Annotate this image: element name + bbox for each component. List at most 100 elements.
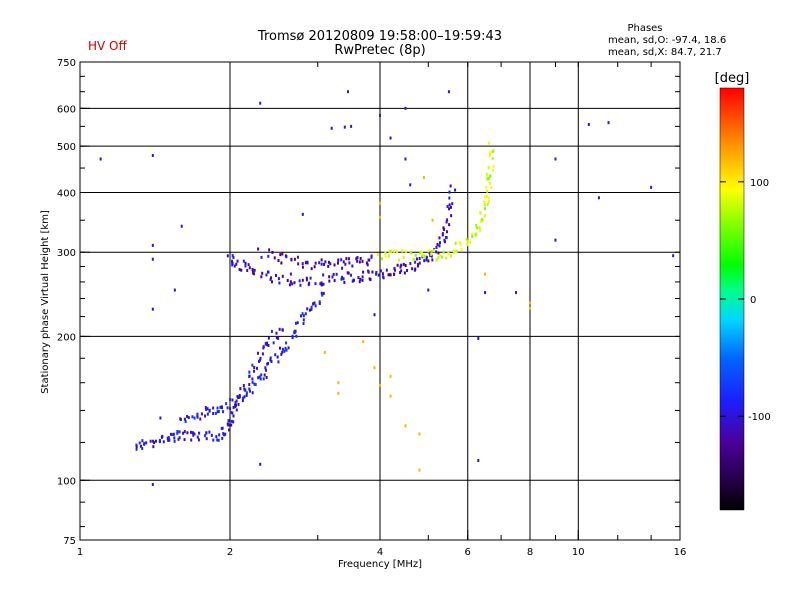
echo-point xyxy=(333,263,336,267)
phases-title: Phases xyxy=(627,23,662,34)
echo-point xyxy=(186,431,189,435)
echo-point xyxy=(437,256,440,260)
y-tick-label: 500 xyxy=(57,142,76,153)
echo-point xyxy=(448,223,451,227)
echo-point xyxy=(141,447,144,451)
echo-point xyxy=(243,395,246,399)
echo-point xyxy=(216,438,219,442)
echo-point xyxy=(447,90,450,94)
echo-point xyxy=(356,259,359,263)
echo-point xyxy=(483,203,486,207)
echo-point xyxy=(279,253,282,257)
chart-title-line1: Tromsø 20120809 19:58:00–19:59:43 xyxy=(257,29,502,44)
echo-point xyxy=(390,249,393,253)
echo-point xyxy=(301,312,304,316)
echo-point xyxy=(178,436,181,440)
echo-point xyxy=(263,373,266,377)
echo-point xyxy=(379,269,382,273)
echo-point xyxy=(261,352,264,356)
echo-point xyxy=(290,257,293,261)
echo-point xyxy=(341,266,344,270)
echo-point xyxy=(159,416,162,420)
echo-point xyxy=(443,228,446,232)
echo-point xyxy=(296,321,299,325)
echo-point xyxy=(212,438,215,442)
y-axis-label: Stationary phase Virtual Height [km] xyxy=(40,210,51,394)
echo-point xyxy=(140,444,143,448)
echo-point xyxy=(151,307,154,311)
echo-point xyxy=(251,267,254,271)
echo-point xyxy=(229,410,232,414)
echo-point xyxy=(375,270,378,274)
echo-point xyxy=(587,123,590,127)
echo-point xyxy=(342,260,345,264)
echo-point xyxy=(445,220,448,224)
echo-point xyxy=(274,273,277,277)
echo-point xyxy=(450,214,453,218)
echo-point xyxy=(221,436,224,440)
echo-point xyxy=(331,275,334,279)
echo-point xyxy=(248,387,251,391)
echo-point xyxy=(471,232,474,236)
echo-point xyxy=(322,273,325,277)
echo-point xyxy=(404,249,407,253)
echo-point xyxy=(380,257,383,261)
echo-point xyxy=(232,420,235,424)
echo-point xyxy=(242,384,245,388)
echo-point xyxy=(293,330,296,334)
echo-point xyxy=(289,280,292,284)
echo-point xyxy=(277,259,280,263)
x-tick-label: 16 xyxy=(674,547,687,558)
echo-point xyxy=(242,259,245,263)
echo-point xyxy=(215,435,218,439)
echo-point xyxy=(466,242,469,246)
echo-point xyxy=(135,447,138,451)
echo-point xyxy=(487,196,490,200)
echo-point xyxy=(423,255,426,259)
echo-point xyxy=(227,419,230,423)
echo-point xyxy=(204,414,207,418)
echo-point xyxy=(483,200,486,204)
echo-point xyxy=(435,245,438,249)
echo-point xyxy=(256,351,259,355)
echo-point xyxy=(288,283,291,287)
echo-point xyxy=(236,259,239,263)
echo-point xyxy=(145,441,148,445)
echo-point xyxy=(398,258,400,262)
echo-point xyxy=(241,399,244,403)
echo-point xyxy=(182,431,185,435)
grid-lines xyxy=(80,62,680,540)
echo-point xyxy=(285,341,288,345)
echo-point xyxy=(350,124,353,128)
echo-point xyxy=(318,261,321,265)
echo-point xyxy=(488,154,491,158)
echo-point xyxy=(244,261,247,265)
echo-point xyxy=(271,250,274,254)
echo-point xyxy=(269,356,272,360)
echo-point xyxy=(278,327,281,331)
colorbar-tick-label: -100 xyxy=(748,412,771,423)
echo-point xyxy=(196,412,199,416)
echo-point xyxy=(285,348,288,352)
echo-point xyxy=(477,336,480,340)
echo-point xyxy=(483,207,486,211)
echo-point xyxy=(554,238,557,242)
echo-point xyxy=(284,346,287,350)
echo-point xyxy=(393,266,396,270)
echo-point xyxy=(208,409,211,413)
echo-point xyxy=(271,280,274,284)
echo-point xyxy=(399,265,402,269)
echo-point xyxy=(486,177,489,181)
echo-point xyxy=(389,374,392,378)
echo-point xyxy=(312,302,315,306)
echo-point xyxy=(529,301,531,305)
echo-point xyxy=(269,277,272,281)
echo-point xyxy=(368,258,371,262)
echo-point xyxy=(305,276,308,280)
echo-point xyxy=(418,256,421,260)
echo-point xyxy=(221,406,224,410)
echo-point xyxy=(216,410,219,414)
echo-point xyxy=(308,308,311,312)
phases-o-stats: mean, sd,O: -97.4, 18.6 xyxy=(608,35,726,46)
